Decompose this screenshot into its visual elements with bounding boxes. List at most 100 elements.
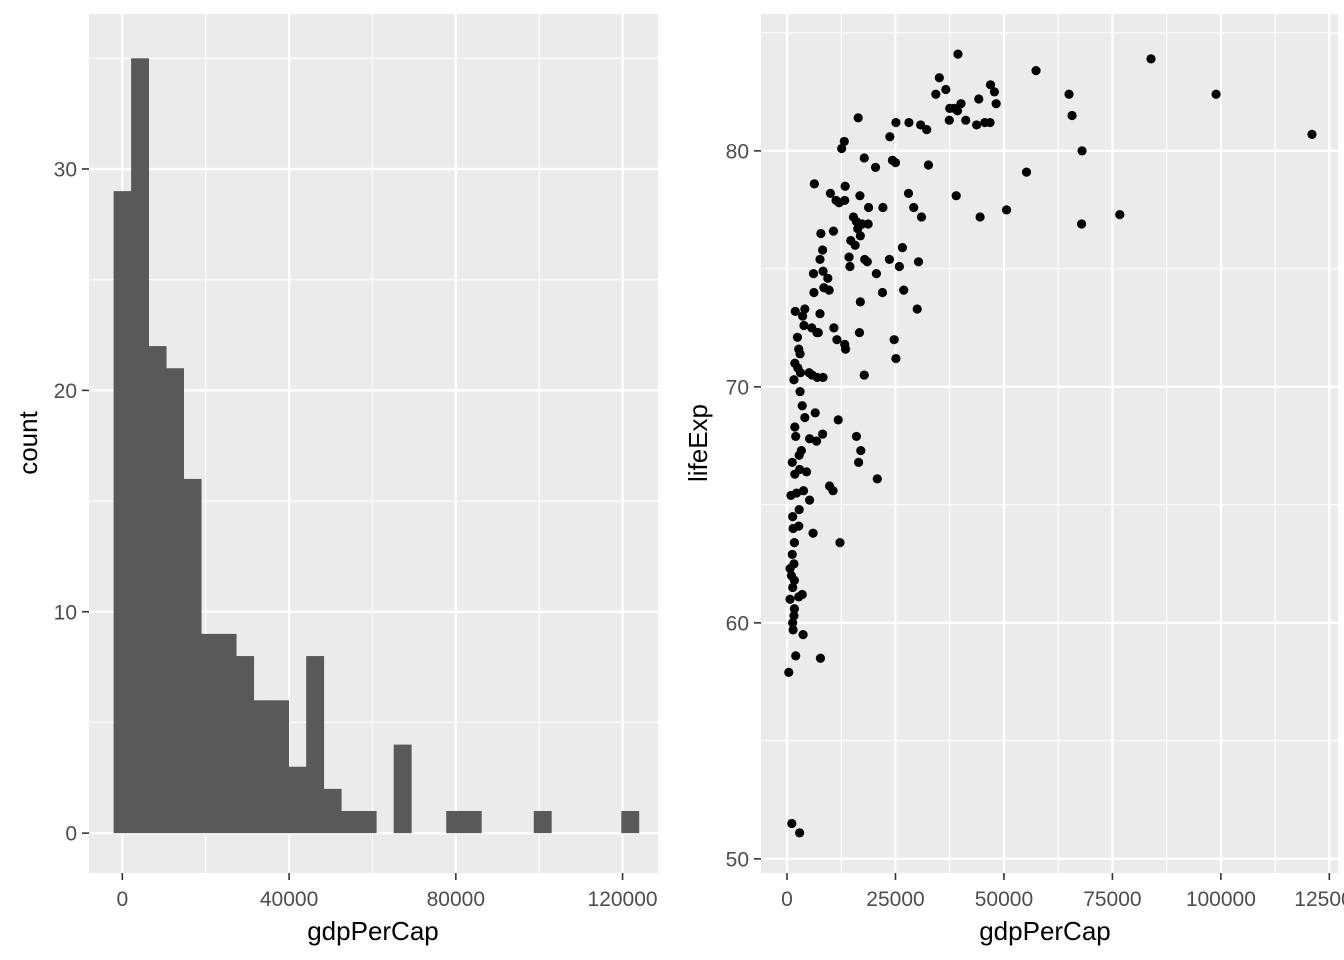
scat-x-tick-label: 0 <box>781 888 793 911</box>
scatter-point <box>798 486 809 496</box>
scatter-point <box>859 153 869 163</box>
scatter-point <box>787 818 797 829</box>
scatter-x-axis-title: gdpPerCap <box>979 916 1111 946</box>
scatter-point <box>788 512 798 522</box>
scatter-point <box>788 523 798 534</box>
hist-x-tick-label: 40000 <box>260 888 318 911</box>
scatter-point <box>799 320 809 331</box>
scatter-point <box>923 160 934 170</box>
scatter-point <box>1031 66 1041 76</box>
scatter-point <box>878 202 888 213</box>
scatter-point <box>863 219 873 229</box>
scatter-point <box>810 408 820 418</box>
scatter-point <box>789 611 799 621</box>
histogram-bar <box>113 191 132 834</box>
scat-x-tick-label: 100000 <box>1186 888 1256 911</box>
scatter-point <box>885 132 895 142</box>
scatter-point <box>808 268 819 279</box>
scatter-point <box>989 87 1000 97</box>
scatter-point <box>1146 54 1156 64</box>
scatter-point <box>862 257 872 267</box>
scatter-point <box>804 368 814 378</box>
histogram-gridlines <box>89 14 658 873</box>
scatter-point <box>854 327 865 338</box>
histogram-bar <box>463 811 482 834</box>
scatter-point <box>916 212 927 222</box>
scatter-point <box>790 469 800 479</box>
scatter-point <box>853 224 863 234</box>
scatter-point <box>808 528 818 538</box>
scatter-point <box>833 415 843 425</box>
histogram-bar <box>393 744 412 834</box>
scatter-point <box>837 143 847 154</box>
scatter-point <box>863 202 874 213</box>
scatter-point <box>850 240 860 250</box>
scatter-point <box>790 306 800 316</box>
scatter-point <box>890 158 901 168</box>
scatter-point <box>877 287 888 298</box>
scatter-point <box>854 457 864 467</box>
scatter-point <box>972 120 982 130</box>
scatter-point <box>798 630 808 640</box>
hist-x-tick-label: 120000 <box>588 888 658 911</box>
scatter-point <box>791 431 801 442</box>
scatter-point <box>792 332 803 342</box>
scatter-point <box>794 344 804 354</box>
scatter-point <box>784 667 794 678</box>
scat-y-tick-label: 50 <box>726 848 749 871</box>
histogram-y-axis-title: count <box>13 410 43 474</box>
histogram-bar <box>218 633 237 834</box>
scatter-point <box>789 604 800 614</box>
scatter-point <box>1307 129 1317 139</box>
histogram-bar <box>306 656 325 834</box>
scatter-point <box>903 188 914 198</box>
scatter-y-ticks: 50 60 70 80 <box>726 140 761 871</box>
scatter-point <box>1064 89 1074 99</box>
scatter-point <box>785 563 795 574</box>
scatter-point <box>871 268 882 279</box>
scatter-point <box>794 450 804 460</box>
scatter-point <box>800 304 810 314</box>
scatter-point <box>991 99 1001 109</box>
scatter-point <box>835 538 845 548</box>
scatter-point <box>985 80 996 90</box>
histogram-panel: 0 40000 80000 120000 0 10 20 30 gdpPerCap coun… <box>13 14 658 946</box>
scatter-point <box>944 115 954 125</box>
scatter-point <box>788 618 798 628</box>
scatter-point <box>904 117 914 128</box>
scat-x-tick-label: 75000 <box>1083 888 1141 911</box>
scat-y-tick-label: 60 <box>726 612 749 635</box>
scatter-point <box>961 115 971 125</box>
scat-x-tick-label: 50000 <box>975 888 1033 911</box>
scatter-point <box>815 653 826 663</box>
scatter-point <box>912 304 922 314</box>
scatter-point <box>952 106 963 116</box>
scatter-point <box>811 436 822 446</box>
scatter-point <box>894 261 904 272</box>
scatter-point <box>913 257 924 267</box>
scatter-point <box>884 254 895 265</box>
scatter-point <box>828 226 839 236</box>
scatter-point <box>828 486 838 496</box>
scatter-point <box>840 195 850 206</box>
scatter-point <box>956 99 966 109</box>
scatter-point <box>845 261 855 272</box>
scatter-point <box>818 245 828 255</box>
histogram-bar <box>533 811 552 834</box>
scatter-point <box>789 375 799 385</box>
scatter-point <box>794 592 804 602</box>
scatter-point <box>823 273 833 283</box>
scatter-point <box>795 828 805 838</box>
scatter-point <box>985 117 995 128</box>
scatter-point <box>815 309 825 319</box>
scatter-plot-background <box>761 14 1338 873</box>
scatter-point <box>844 252 854 262</box>
scat-y-tick-label: 70 <box>726 376 749 399</box>
histogram-bar <box>323 788 342 834</box>
scat-x-tick-label: 25000 <box>866 888 924 911</box>
scatter-point <box>1115 209 1125 220</box>
histogram-bar <box>271 700 290 834</box>
scatter-y-axis-title: lifeExp <box>683 404 713 482</box>
scatter-point <box>818 372 828 383</box>
scatter-point <box>951 191 961 201</box>
